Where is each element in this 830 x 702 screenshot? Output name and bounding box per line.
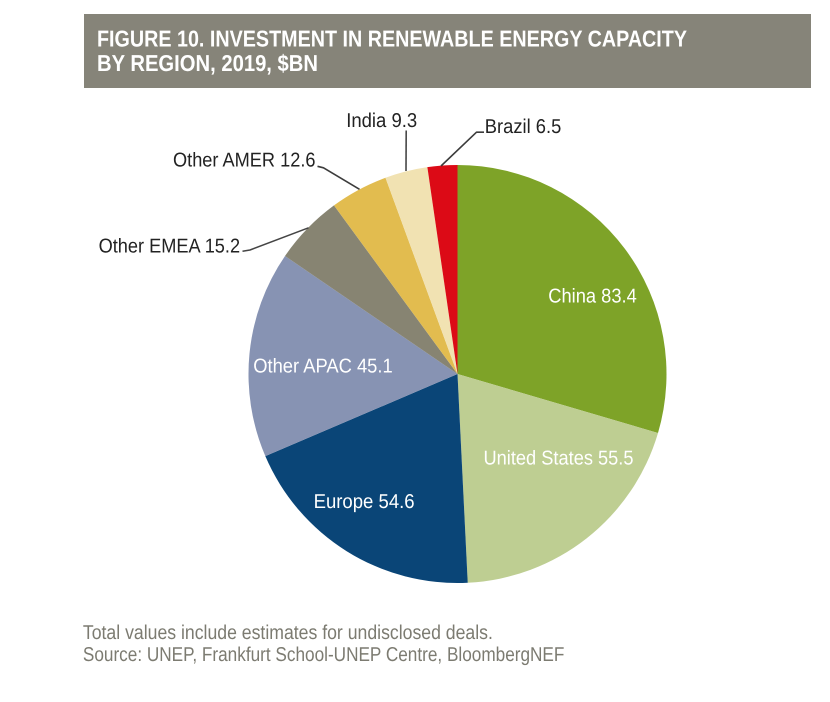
svg-text:FIGURE 10. INVESTMENT IN RENEW: FIGURE 10. INVESTMENT IN RENEWABLE ENERG… — [97, 25, 687, 51]
svg-text:Other EMEA 15.2: Other EMEA 15.2 — [99, 235, 241, 257]
svg-text:United States 55.5: United States 55.5 — [484, 448, 634, 470]
svg-text:Europe 54.6: Europe 54.6 — [314, 491, 415, 513]
svg-text:Other AMER 12.6: Other AMER 12.6 — [173, 150, 316, 172]
svg-text:India 9.3: India 9.3 — [346, 110, 417, 132]
svg-text:Other APAC 45.1: Other APAC 45.1 — [253, 355, 393, 377]
svg-text:Total values include estimates: Total values include estimates for undis… — [83, 622, 493, 644]
svg-text:Source: UNEP, Frankfurt School: Source: UNEP, Frankfurt School-UNEP Cent… — [83, 644, 565, 666]
svg-text:China 83.4: China 83.4 — [548, 285, 637, 307]
svg-text:BY REGION, 2019, $BN: BY REGION, 2019, $BN — [97, 50, 318, 76]
svg-text:Brazil 6.5: Brazil 6.5 — [485, 116, 562, 138]
